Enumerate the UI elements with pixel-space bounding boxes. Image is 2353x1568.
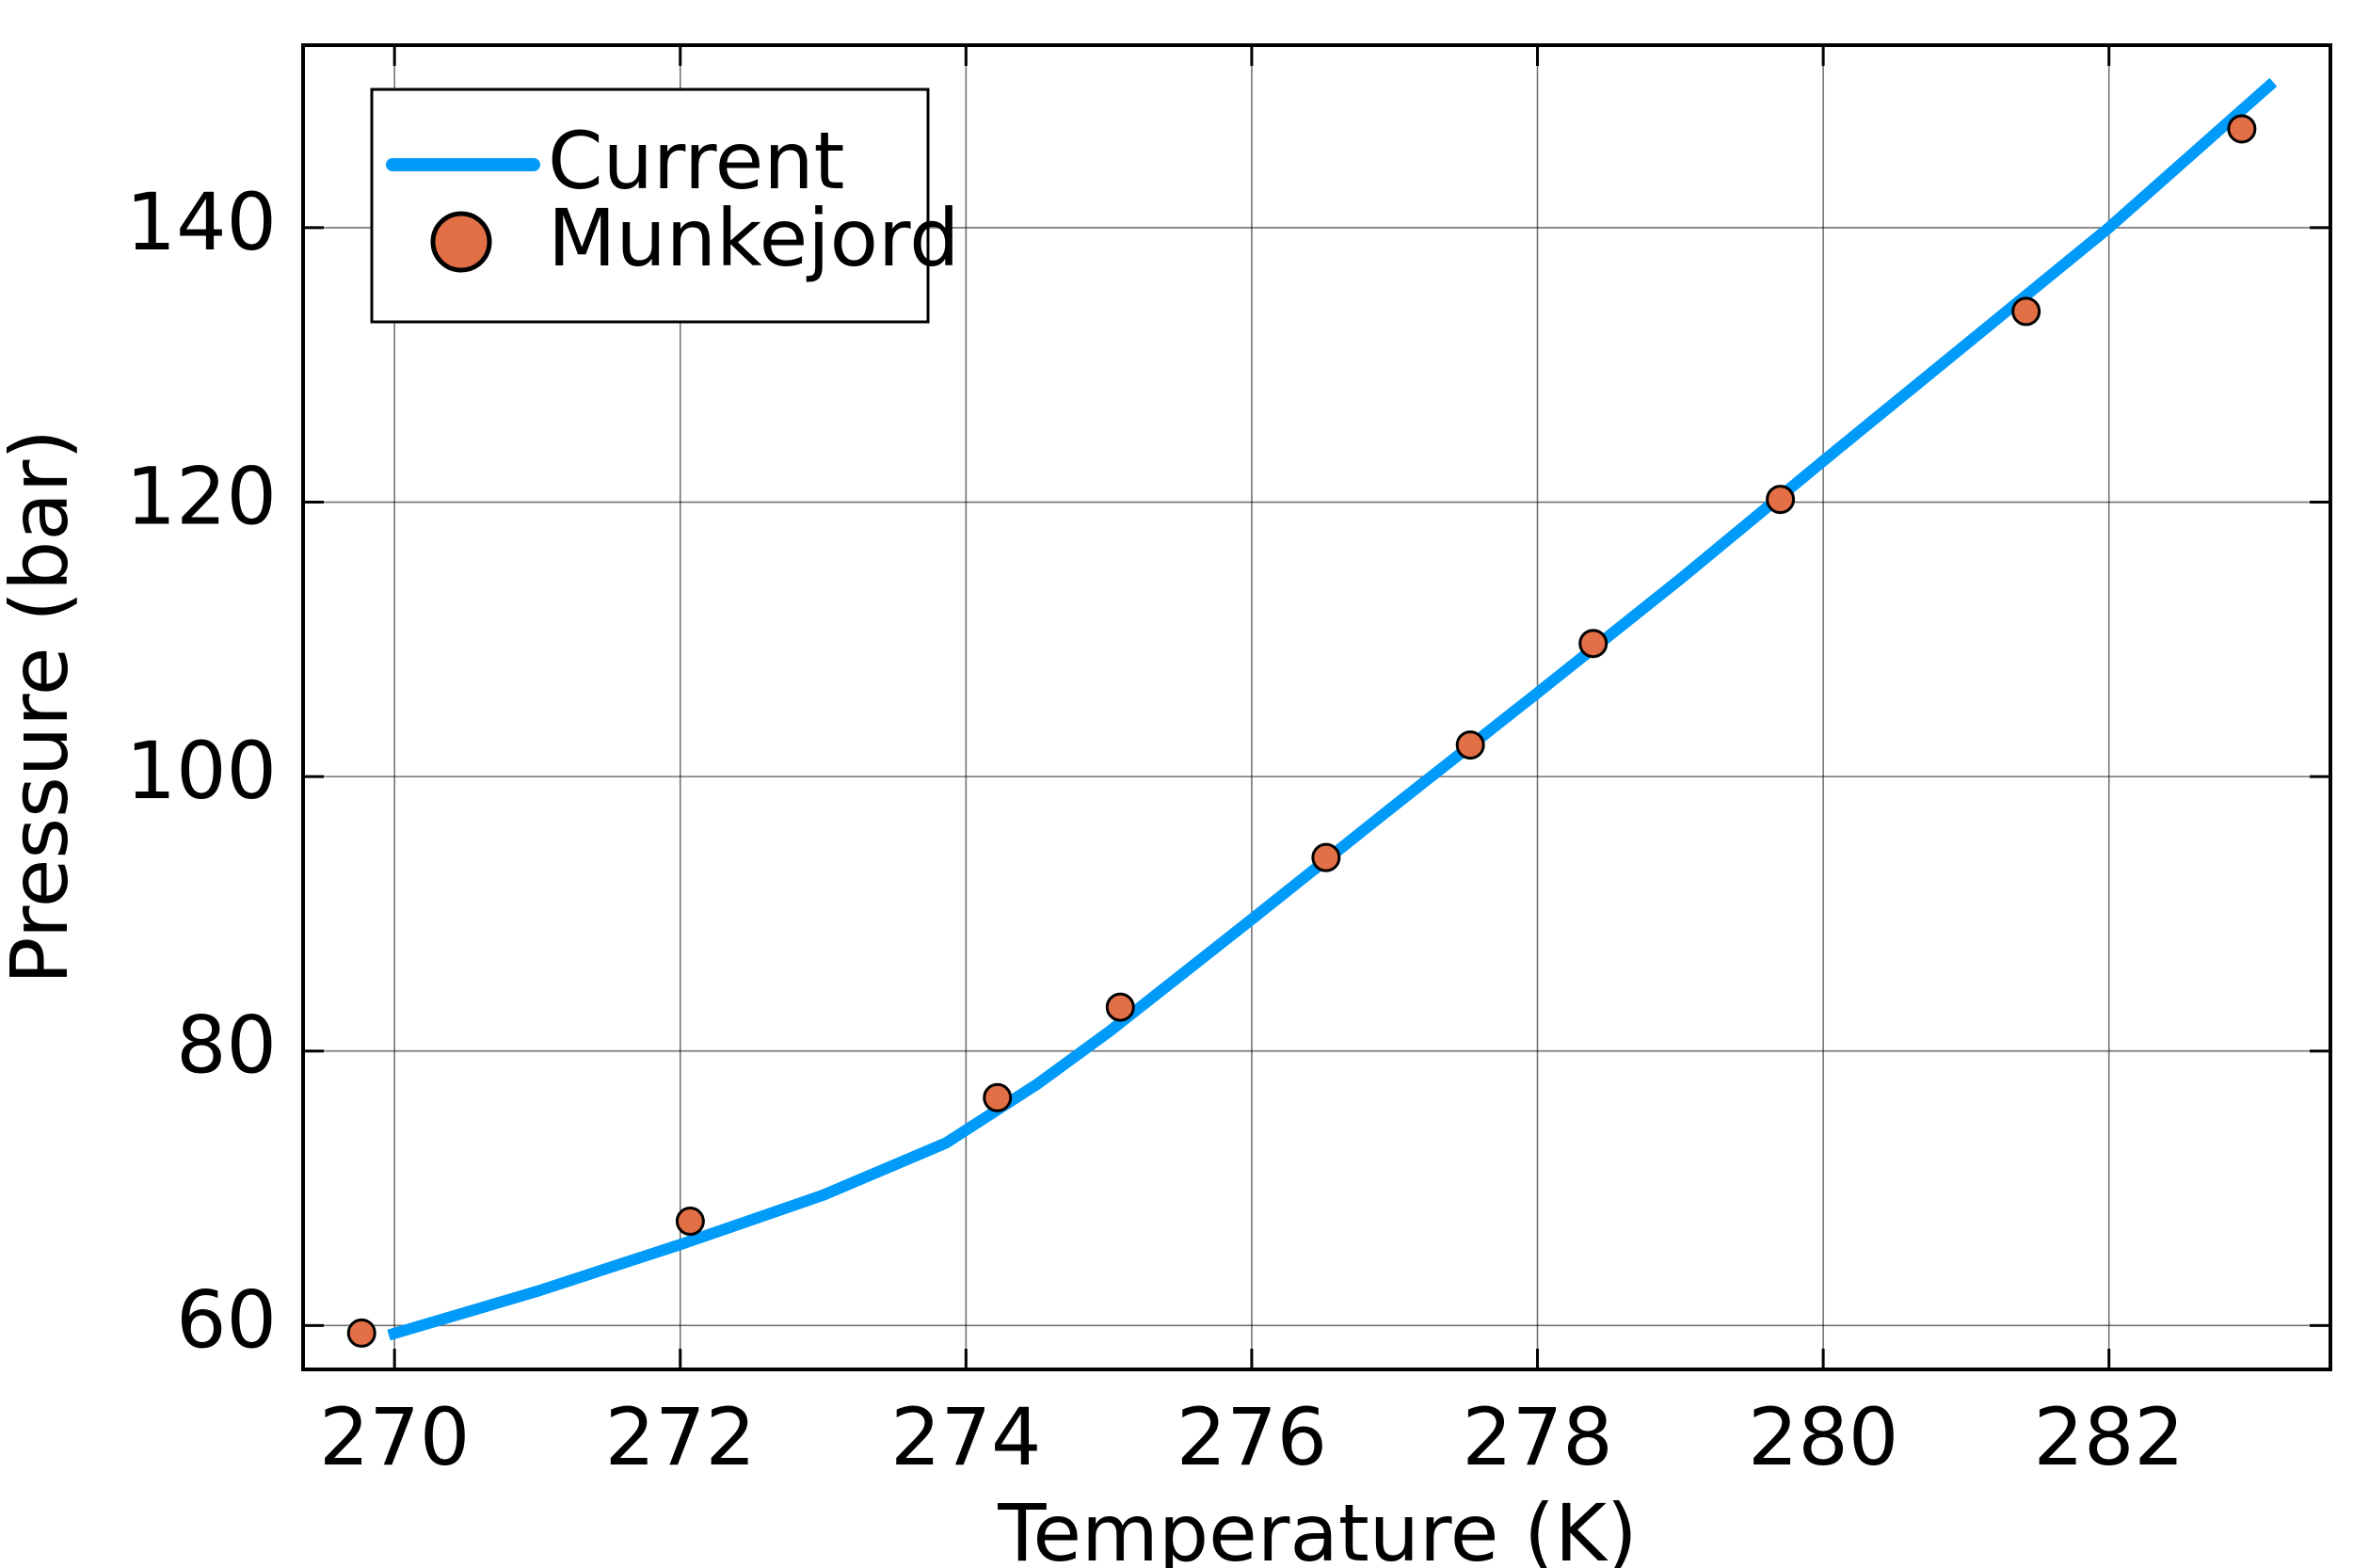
legend-box [370, 88, 930, 324]
y-tick-label: 60 [176, 1273, 277, 1366]
x-tick-label: 280 [1748, 1391, 1898, 1483]
x-tick-label: 276 [1176, 1391, 1327, 1483]
scatter-point [1105, 992, 1135, 1022]
legend-label: Munkejord [548, 192, 959, 284]
x-tick-label: 278 [1462, 1391, 1612, 1483]
plot-frame [301, 43, 2332, 1371]
x-tick-label: 272 [605, 1391, 756, 1483]
y-tick-label: 120 [126, 450, 277, 542]
scatter-point [1455, 730, 1485, 760]
y-tick-label: 80 [176, 1000, 277, 1092]
scatter-point [2227, 114, 2257, 144]
scatter-point [1578, 629, 1609, 659]
scatter-point [1311, 842, 1341, 872]
y-tick-label: 140 [126, 176, 277, 268]
line-series [387, 77, 2278, 1341]
legend-marker [430, 211, 492, 273]
scatter-point [1766, 485, 1796, 515]
legend-label: Current [548, 115, 845, 207]
scatter-point [983, 1082, 1013, 1112]
x-tick-label: 282 [2034, 1391, 2185, 1483]
scatter-point [346, 1318, 376, 1348]
x-tick-label: 270 [319, 1391, 470, 1483]
scatter-point [2011, 296, 2041, 327]
y-axis-label: Pressure (bar) [0, 429, 86, 984]
scatter-point [675, 1207, 705, 1237]
x-tick-label: 274 [890, 1391, 1041, 1483]
x-axis-label: Temperature (K) [997, 1487, 1637, 1568]
y-tick-label: 100 [126, 725, 277, 817]
